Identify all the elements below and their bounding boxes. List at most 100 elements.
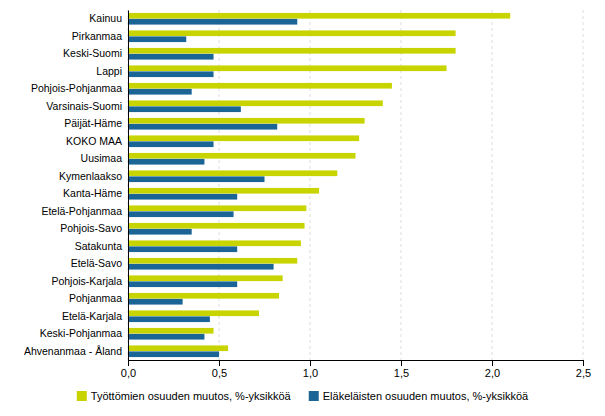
bar	[128, 211, 234, 217]
x-tick-mark	[310, 360, 311, 366]
bar	[128, 310, 259, 316]
y-tick-label: Päijät-Häme	[64, 117, 122, 129]
bar	[128, 240, 301, 246]
x-tick: 2,0	[485, 360, 500, 379]
y-tick-label: KOKO MAA	[66, 135, 122, 147]
legend-swatch	[309, 391, 319, 401]
x-tick-label: 2,5	[576, 367, 591, 379]
y-tick-label: Kainuu	[89, 12, 122, 24]
y-tick-label: Kymenlaakso	[59, 170, 122, 182]
bar	[128, 124, 277, 130]
bar	[128, 54, 214, 60]
x-tick-mark	[492, 360, 493, 366]
y-tick-label: Pohjanmaa	[69, 292, 122, 304]
y-tick-label: Ahvenanmaa - Åland	[24, 345, 122, 357]
bar	[128, 258, 297, 264]
y-tick: Kymenlaakso	[59, 170, 122, 182]
y-tick: Ahvenanmaa - Åland	[24, 345, 122, 357]
bar	[128, 176, 265, 182]
y-tick-label: Uusimaa	[81, 152, 123, 164]
grid-line	[219, 10, 220, 360]
y-tick-label: Satakunta	[75, 240, 122, 252]
y-tick-label: Varsinais-Suomi	[46, 100, 122, 112]
bar	[128, 83, 392, 89]
bar	[128, 316, 210, 322]
bar	[128, 19, 297, 25]
legend-item: Työttömien osuuden muutos, %-yksikköä	[77, 390, 292, 402]
bar	[128, 153, 356, 159]
bar	[128, 170, 337, 176]
bar	[128, 48, 456, 54]
bar	[128, 89, 192, 95]
bar	[128, 264, 274, 270]
x-tick-label: 0,5	[212, 367, 227, 379]
bar	[128, 13, 510, 19]
y-tick: Etelä-Savo	[71, 257, 123, 269]
y-axis: KainuuPirkanmaaKeski-SuomiLappiPohjois-P…	[24, 11, 129, 361]
y-tick-label: Pohjois-Karjala	[51, 275, 122, 287]
bar	[128, 71, 214, 77]
bar	[128, 100, 383, 106]
x-tick-mark	[128, 360, 129, 366]
y-tick: Etelä-Pohjanmaa	[41, 205, 122, 217]
bars	[128, 13, 510, 357]
bar	[128, 293, 279, 299]
y-tick-label: Etelä-Karjala	[62, 310, 122, 322]
legend-label: Eläkeläisten osuuden muutos, %-yksikköä	[323, 390, 529, 402]
plot: 0,0 0,5 1,0 1,5 2,0 2,5 KainuuPirkanmaaKeski-S…	[24, 10, 591, 379]
chart: 0,0 0,5 1,0 1,5 2,0 2,5 KainuuPirkanmaaKeski-S…	[0, 0, 605, 416]
bar	[128, 106, 241, 112]
grid	[128, 10, 583, 360]
bar	[128, 194, 237, 200]
y-tick-label: Etelä-Pohjanmaa	[41, 205, 122, 217]
x-axis: 0,0 0,5 1,0 1,5 2,0 2,5	[121, 360, 591, 379]
y-tick: Lappi	[96, 65, 122, 77]
bar	[128, 275, 283, 281]
x-tick-label: 1,5	[394, 367, 409, 379]
bar	[128, 65, 447, 71]
y-tick: Uusimaa	[81, 152, 123, 164]
y-tick: Etelä-Karjala	[62, 310, 122, 322]
x-tick-label: 1,0	[303, 367, 318, 379]
y-tick: KOKO MAA	[66, 135, 122, 147]
legend: Työttömien osuuden muutos, %-yksikköä Elä…	[77, 390, 529, 402]
bar	[128, 141, 214, 147]
bar	[128, 36, 186, 42]
y-tick-label: Pohjois-Savo	[60, 222, 122, 234]
y-tick: Pohjanmaa	[69, 292, 122, 304]
y-tick: Pohjois-Karjala	[51, 275, 122, 287]
x-tick: 2,5	[576, 360, 591, 379]
bar	[128, 118, 365, 124]
x-tick-mark	[219, 360, 220, 366]
grid-line	[583, 10, 584, 360]
y-tick: Satakunta	[75, 240, 122, 252]
x-tick-label: 0,0	[121, 367, 136, 379]
bar-series	[128, 19, 297, 357]
x-tick: 0,5	[212, 360, 227, 379]
y-tick-label: Lappi	[96, 65, 122, 77]
bar	[128, 281, 237, 287]
bar	[128, 229, 192, 235]
bar	[128, 345, 228, 351]
x-tick: 1,0	[303, 360, 318, 379]
y-tick-label: Etelä-Savo	[71, 257, 123, 269]
grid-line	[128, 10, 129, 360]
x-tick-mark	[583, 360, 584, 366]
y-axis-line	[128, 11, 129, 361]
y-tick: Pohjois-Pohjanmaa	[31, 82, 122, 94]
legend-item: Eläkeläisten osuuden muutos, %-yksikköä	[309, 390, 529, 402]
bar	[128, 351, 219, 357]
y-tick: Kainuu	[89, 12, 122, 24]
bar	[128, 223, 305, 229]
y-tick: Varsinais-Suomi	[46, 100, 122, 112]
y-tick: Päijät-Häme	[64, 117, 122, 129]
x-tick-mark	[401, 360, 402, 366]
y-tick: Kanta-Häme	[63, 187, 122, 199]
x-tick-label: 2,0	[485, 367, 500, 379]
legend-label: Työttömien osuuden muutos, %-yksikköä	[91, 390, 292, 402]
y-tick-label: Keski-Pohjanmaa	[40, 327, 122, 339]
bar	[128, 328, 214, 334]
y-tick-label: Kanta-Häme	[63, 187, 122, 199]
x-tick: 0,0	[121, 360, 136, 379]
bar-series	[128, 13, 510, 351]
